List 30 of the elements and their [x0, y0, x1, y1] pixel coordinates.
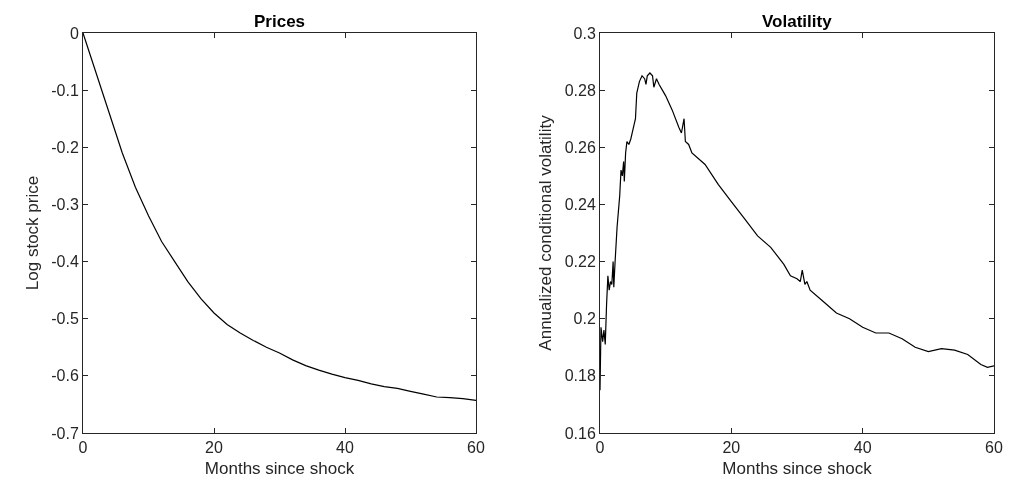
y-axis-title: Log stock price — [22, 175, 42, 291]
line-series — [83, 33, 476, 402]
y-tick-label: 0.3 — [573, 24, 596, 42]
y-tick-label: -0.2 — [51, 138, 79, 156]
y-tick-label: -0.1 — [51, 81, 79, 99]
y-tick-label: 0.18 — [564, 367, 596, 385]
x-tick-label: 20 — [722, 439, 741, 457]
y-tick-label: 0.2 — [573, 310, 596, 328]
x-tick-label: 40 — [853, 439, 872, 457]
y-tick-label: 0.24 — [564, 196, 596, 214]
y-tick-label: -0.3 — [51, 196, 79, 214]
x-tick-label: 60 — [985, 439, 1003, 457]
y-axis-title: Annualized conditional volatility — [536, 114, 556, 351]
chart-title: Volatility — [762, 12, 833, 31]
y-tick-label: 0 — [69, 24, 79, 42]
y-tick-label: -0.4 — [51, 253, 79, 271]
y-tick-label: 0.28 — [564, 81, 596, 99]
y-tick-label: 0.22 — [564, 253, 596, 271]
x-tick-label: 40 — [336, 439, 354, 457]
y-tick-label: 0.26 — [564, 138, 596, 156]
line-series — [600, 72, 994, 391]
x-axis-title: Months since shock — [204, 458, 355, 478]
y-tick-label: 0.16 — [564, 424, 596, 442]
x-tick-label: 20 — [205, 439, 223, 457]
x-tick-label: 60 — [467, 439, 485, 457]
y-tick-label: -0.5 — [51, 310, 79, 328]
y-tick-label: -0.6 — [51, 367, 79, 385]
x-axis-title: Months since shock — [722, 458, 873, 478]
y-tick-label: -0.7 — [51, 424, 79, 442]
chart-title: Prices — [254, 12, 306, 31]
